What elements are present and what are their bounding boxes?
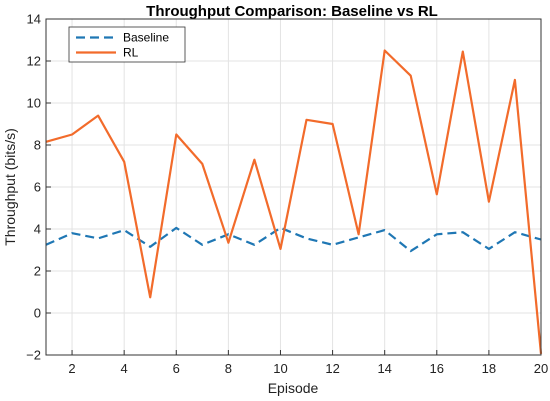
legend-label-baseline: Baseline xyxy=(123,31,169,45)
series-line-baseline xyxy=(45,226,542,253)
x-tick-label: 8 xyxy=(225,361,232,376)
x-tick-label: 6 xyxy=(173,361,180,376)
x-tick-label: 4 xyxy=(121,361,128,376)
y-tick-label: 2 xyxy=(34,264,41,279)
y-tick-label: −2 xyxy=(26,348,41,363)
y-tick-label: 14 xyxy=(27,12,41,27)
series-layer xyxy=(45,49,543,355)
legend-label-rl: RL xyxy=(123,46,139,60)
x-tick-label: 14 xyxy=(377,361,391,376)
y-tick-label: 4 xyxy=(34,222,41,237)
legend: Baseline RL xyxy=(68,26,186,63)
x-axis-label: Episode xyxy=(268,380,319,396)
y-tick-label: 10 xyxy=(27,96,41,111)
x-tick-label: 12 xyxy=(325,361,339,376)
legend-box xyxy=(68,26,186,63)
x-tick-label: 20 xyxy=(534,361,548,376)
x-tick-label: 10 xyxy=(273,361,287,376)
x-tick-label: 18 xyxy=(482,361,496,376)
x-tick-label: 16 xyxy=(430,361,444,376)
y-tick-label: 0 xyxy=(34,306,41,321)
y-axis-label: Throughput (bits/s) xyxy=(2,128,18,246)
series-line-rl xyxy=(45,49,543,355)
chart-title: Throughput Comparison: Baseline vs RL xyxy=(146,3,438,20)
x-tick-label: 2 xyxy=(68,361,75,376)
y-tick-label: 8 xyxy=(34,138,41,153)
y-tick-label: 12 xyxy=(27,54,41,69)
axis-ticks: 2 4 6 8 10 12 14 16 18 20 −2 0 2 4 6 8 10 12 14 xyxy=(26,12,548,377)
y-tick-label: 6 xyxy=(34,180,41,195)
